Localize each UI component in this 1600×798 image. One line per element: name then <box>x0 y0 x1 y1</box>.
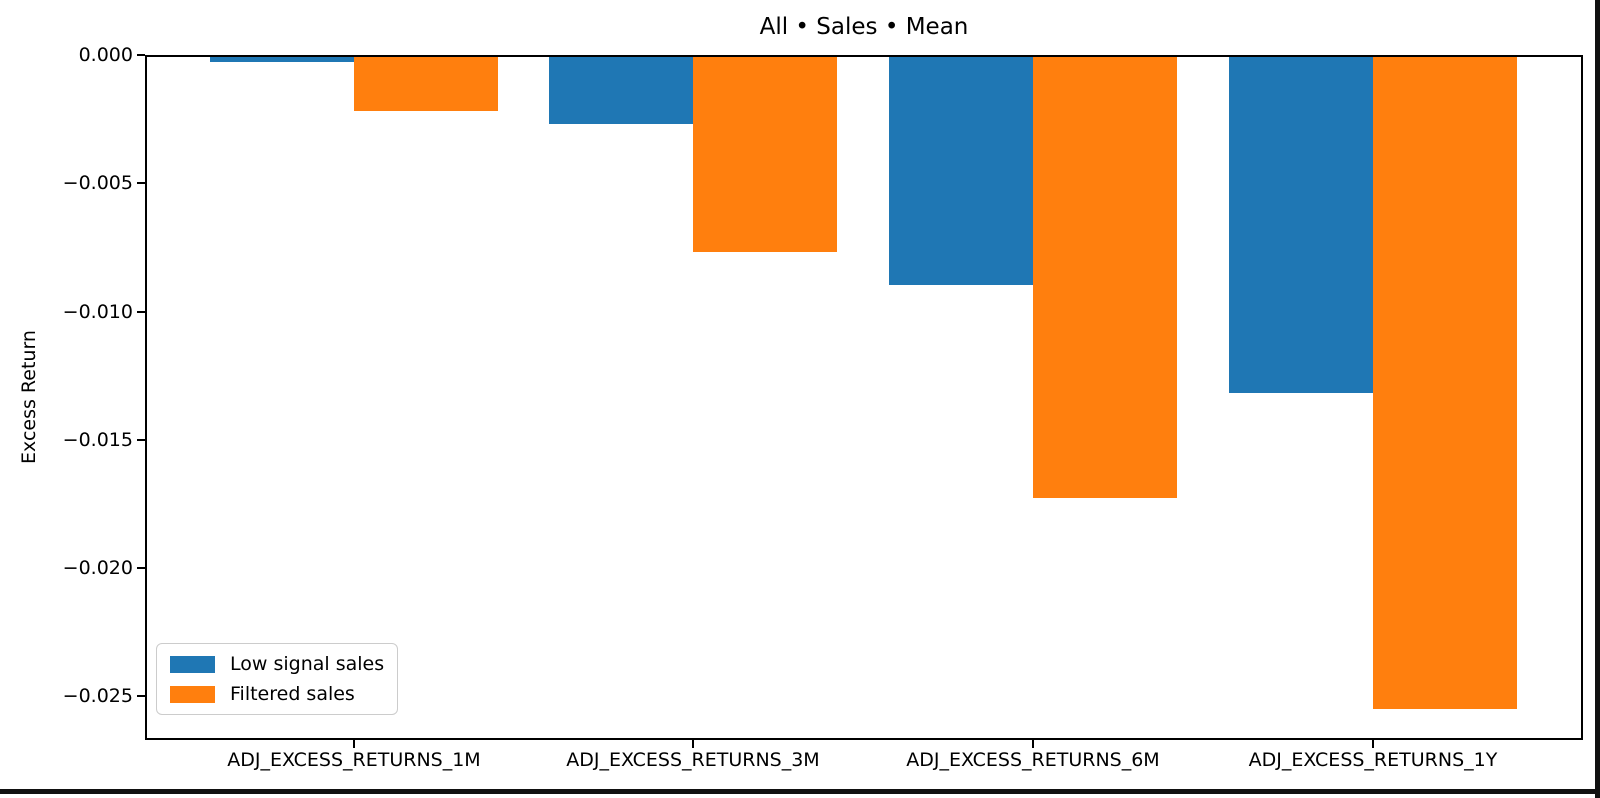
window-edge-right <box>1595 0 1600 798</box>
plot-area <box>145 55 1583 740</box>
x-tick-mark <box>1032 740 1034 748</box>
y-tick-label: 0.000 <box>78 44 133 66</box>
y-tick-mark <box>137 567 145 570</box>
window-edge-bottom <box>0 789 1600 794</box>
legend-label: Low signal sales <box>230 653 385 675</box>
bar <box>1373 57 1517 709</box>
legend-item: Low signal sales <box>170 653 384 675</box>
bar <box>354 57 498 111</box>
chart-title: All • Sales • Mean <box>759 14 969 40</box>
bar <box>1033 57 1177 498</box>
x-tick-label: ADJ_EXCESS_RETURNS_1M <box>227 749 481 771</box>
bar <box>889 57 1033 285</box>
bar <box>1229 57 1373 393</box>
legend-item: Filtered sales <box>170 683 384 705</box>
x-tick-label: ADJ_EXCESS_RETURNS_1Y <box>1248 749 1498 771</box>
legend-swatch <box>170 685 215 703</box>
legend-label: Filtered sales <box>230 683 355 705</box>
y-tick-mark <box>137 438 145 441</box>
x-tick-label: ADJ_EXCESS_RETURNS_6M <box>906 749 1160 771</box>
x-tick-mark <box>1372 740 1374 748</box>
bar <box>549 57 693 124</box>
y-tick-label: −0.015 <box>62 428 133 451</box>
legend: Low signal sales Filtered sales <box>156 643 399 715</box>
y-tick-label: −0.025 <box>62 685 133 708</box>
bar <box>693 57 837 252</box>
y-tick-mark <box>137 182 145 185</box>
y-tick-label: −0.010 <box>62 300 133 323</box>
y-tick-mark <box>137 695 145 698</box>
legend-swatch <box>170 655 215 673</box>
bar <box>210 57 354 62</box>
x-tick-mark <box>692 740 694 748</box>
y-tick-label: −0.020 <box>62 557 133 580</box>
x-tick-label: ADJ_EXCESS_RETURNS_3M <box>566 749 820 771</box>
y-tick-mark <box>137 54 145 56</box>
x-tick-mark <box>353 740 355 748</box>
y-tick-label: −0.005 <box>62 172 133 195</box>
y-tick-mark <box>137 310 145 313</box>
